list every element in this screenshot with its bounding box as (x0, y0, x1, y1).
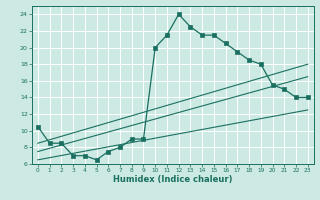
X-axis label: Humidex (Indice chaleur): Humidex (Indice chaleur) (113, 175, 233, 184)
